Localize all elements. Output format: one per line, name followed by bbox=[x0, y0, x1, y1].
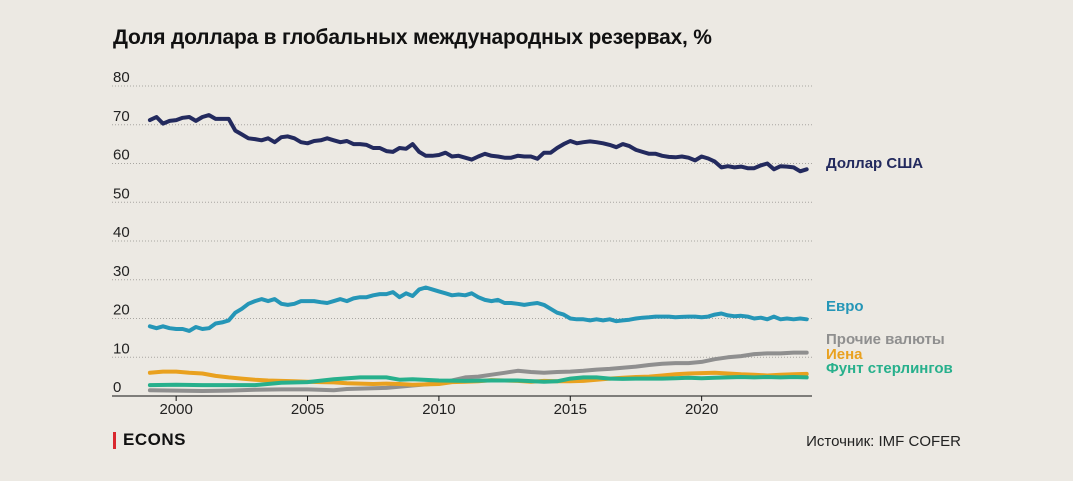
series-line-4 bbox=[147, 375, 809, 388]
y-tick-label: 40 bbox=[113, 224, 130, 241]
series-line-1 bbox=[147, 285, 809, 333]
y-tick-label: 0 bbox=[113, 379, 121, 396]
x-tick-label: 2015 bbox=[554, 401, 587, 418]
chart-title: Доля доллара в глобальных международных … bbox=[113, 26, 712, 49]
series-label: Фунт стерлингов bbox=[826, 360, 953, 377]
logo-text: ECONS bbox=[123, 430, 186, 449]
x-tick-label: 2020 bbox=[685, 401, 718, 418]
x-tick-label: 2005 bbox=[291, 401, 324, 418]
y-tick-label: 60 bbox=[113, 147, 130, 164]
y-tick-label: 50 bbox=[113, 185, 130, 202]
y-tick-label: 20 bbox=[113, 302, 130, 319]
source-note: Источник: IMF COFER bbox=[806, 433, 961, 450]
y-tick-label: 70 bbox=[113, 108, 130, 125]
x-tick-label: 2010 bbox=[422, 401, 455, 418]
series-label: Доллар США bbox=[826, 155, 923, 172]
econs-logo: ECONS bbox=[113, 430, 186, 450]
series-label: Прочие валюты bbox=[826, 331, 945, 348]
series-line-2 bbox=[147, 350, 809, 393]
y-tick-label: 80 bbox=[113, 69, 130, 86]
series-label: Евро bbox=[826, 298, 864, 315]
y-tick-label: 10 bbox=[113, 340, 130, 357]
series-line-0 bbox=[147, 113, 809, 174]
x-tick-label: 2000 bbox=[159, 401, 192, 418]
y-tick-label: 30 bbox=[113, 263, 130, 280]
logo-red-bar bbox=[113, 431, 116, 449]
series-label: Иена bbox=[826, 346, 863, 363]
